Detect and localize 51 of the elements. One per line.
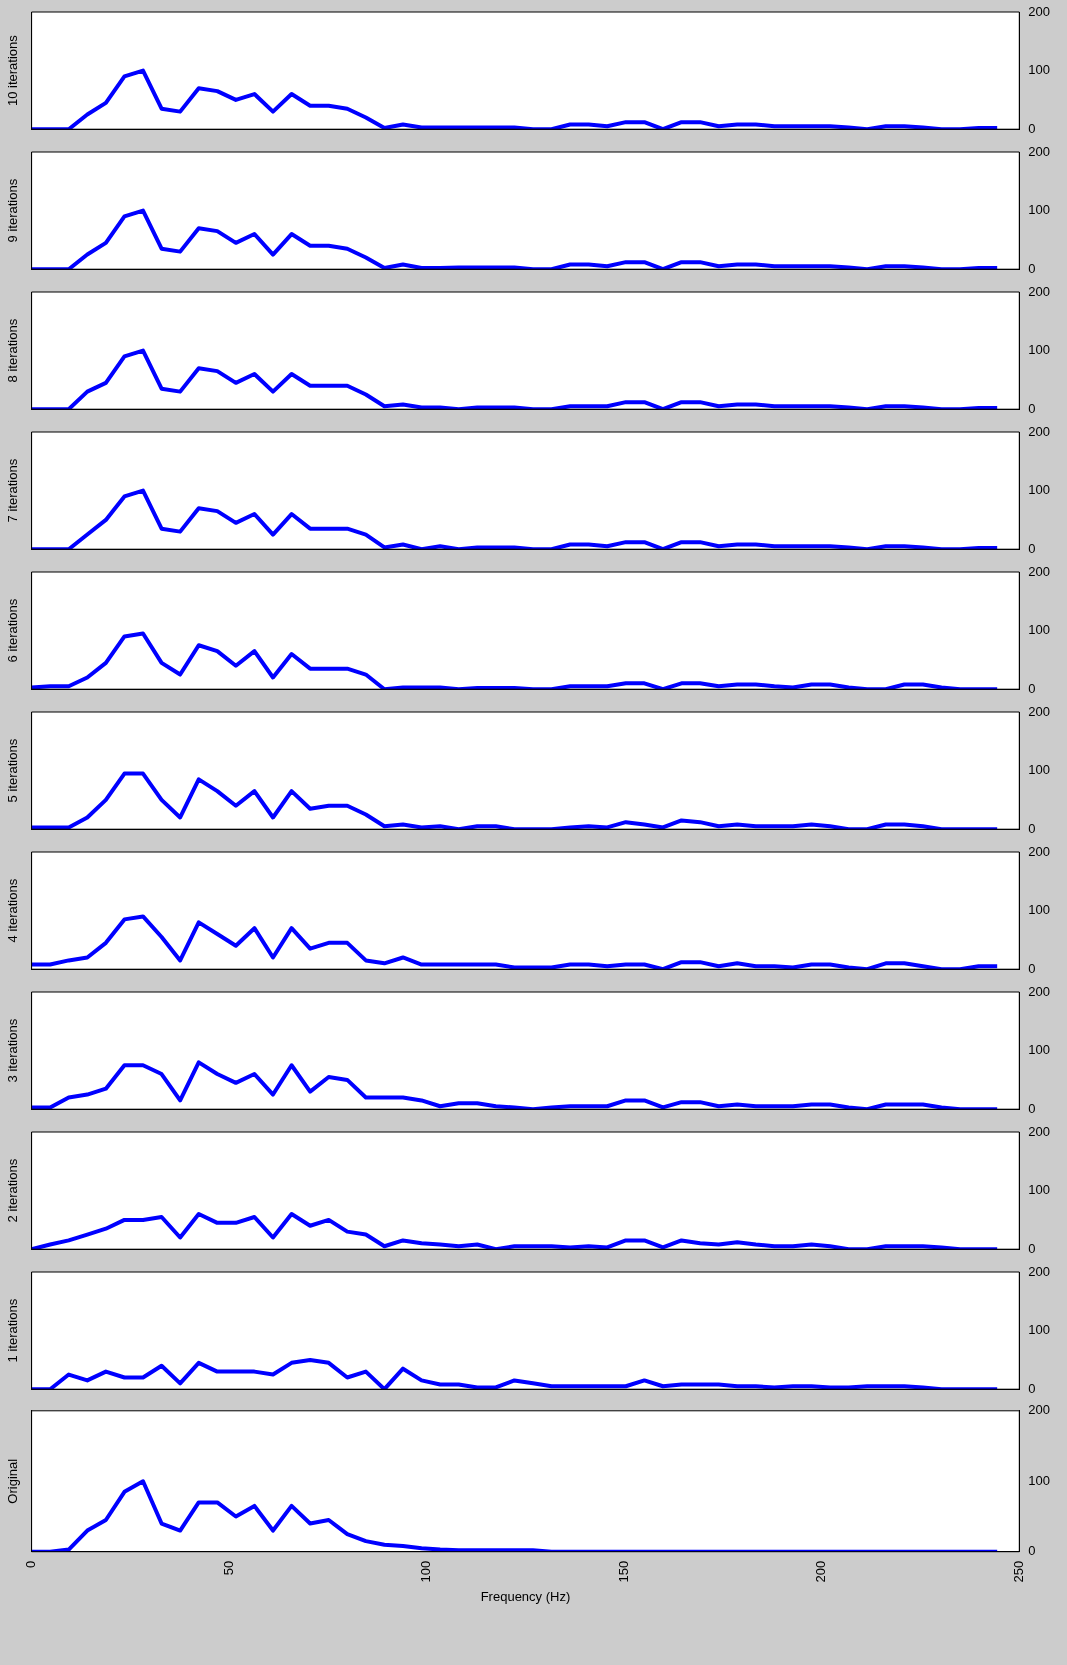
y-axis-title: 10 iterations <box>5 34 21 107</box>
y-tick-label: 100 <box>1028 1042 1051 1058</box>
x-axis-title: Frequency (Hz) <box>480 1588 571 1604</box>
y-tick-label: 0 <box>1028 540 1036 556</box>
y-axis-title: 7 iterations <box>5 458 21 523</box>
x-tick-label: 200 <box>813 1560 829 1583</box>
x-tick-label: 100 <box>418 1560 434 1583</box>
y-axis-title: 9 iterations <box>5 178 21 243</box>
y-tick-label: 200 <box>1028 563 1051 579</box>
y-tick-label: 100 <box>1028 1322 1051 1338</box>
y-tick-label: 200 <box>1028 1123 1051 1139</box>
y-tick-label: 200 <box>1028 423 1051 439</box>
y-tick-label: 100 <box>1028 62 1051 78</box>
y-tick-label: 100 <box>1028 622 1051 638</box>
y-tick-label: 200 <box>1028 983 1051 999</box>
y-tick-label: 100 <box>1028 342 1051 358</box>
y-tick-label: 200 <box>1028 283 1051 299</box>
y-tick-label: 100 <box>1028 902 1051 918</box>
y-tick-label: 200 <box>1028 143 1051 159</box>
y-axis-title: 8 iterations <box>5 318 21 383</box>
y-axis-title: 5 iterations <box>5 738 21 803</box>
y-tick-label: 0 <box>1028 260 1036 276</box>
y-tick-label: 200 <box>1028 843 1051 859</box>
y-tick-label: 100 <box>1028 1472 1051 1488</box>
y-tick-label: 200 <box>1028 1402 1051 1418</box>
y-tick-label: 0 <box>1028 1543 1036 1559</box>
y-tick-label: 0 <box>1028 400 1036 416</box>
y-tick-label: 100 <box>1028 762 1051 778</box>
y-axis-title: 6 iterations <box>5 598 21 663</box>
y-tick-label: 0 <box>1028 960 1036 976</box>
y-axis-title: Original <box>5 1458 21 1504</box>
y-tick-label: 0 <box>1028 120 1036 136</box>
y-tick-label: 0 <box>1028 680 1036 696</box>
y-tick-label: 100 <box>1028 1182 1051 1198</box>
y-tick-label: 200 <box>1028 1263 1051 1279</box>
x-tick-label: 0 <box>23 1560 39 1568</box>
x-tick-label: 150 <box>615 1560 631 1583</box>
y-axis-title: 1 iterations <box>5 1298 21 1363</box>
y-axis-title: 2 iterations <box>5 1158 21 1223</box>
x-tick-label: 250 <box>1010 1560 1026 1583</box>
y-tick-label: 100 <box>1028 482 1051 498</box>
y-tick-label: 200 <box>1028 3 1051 19</box>
x-tick-label: 50 <box>220 1560 236 1576</box>
y-tick-label: 100 <box>1028 202 1051 218</box>
y-tick-label: 0 <box>1028 820 1036 836</box>
y-tick-label: 0 <box>1028 1380 1036 1396</box>
y-tick-label: 0 <box>1028 1100 1036 1116</box>
y-axis-title: 4 iterations <box>5 878 21 943</box>
y-axis-title: 3 iterations <box>5 1018 21 1083</box>
y-tick-label: 200 <box>1028 703 1051 719</box>
y-tick-label: 0 <box>1028 1240 1036 1256</box>
